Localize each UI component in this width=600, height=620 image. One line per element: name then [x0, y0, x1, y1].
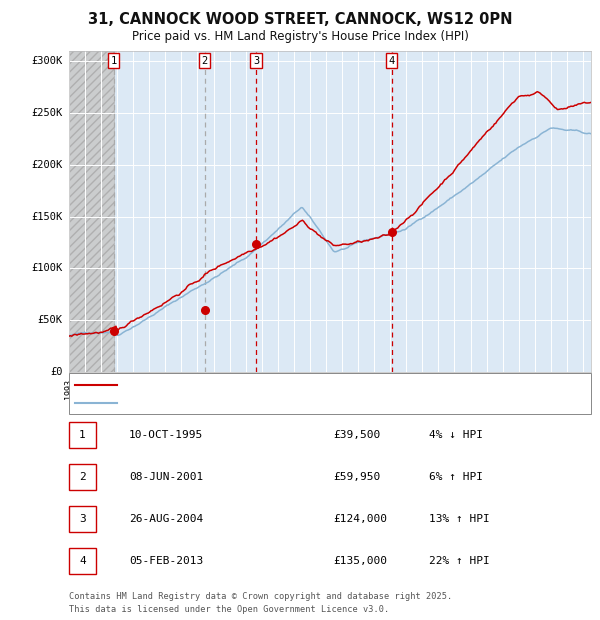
Text: 13% ↑ HPI: 13% ↑ HPI [429, 514, 490, 524]
Text: 2001: 2001 [193, 379, 202, 399]
Text: 10-OCT-1995: 10-OCT-1995 [129, 430, 203, 440]
Text: 31, CANNOCK WOOD STREET, CANNOCK, WS12 0PN: 31, CANNOCK WOOD STREET, CANNOCK, WS12 0… [88, 12, 512, 27]
Text: £250K: £250K [31, 108, 63, 118]
Text: £200K: £200K [31, 160, 63, 170]
Text: Price paid vs. HM Land Registry's House Price Index (HPI): Price paid vs. HM Land Registry's House … [131, 30, 469, 43]
Text: 22% ↑ HPI: 22% ↑ HPI [429, 556, 490, 565]
Text: £0: £0 [50, 367, 63, 377]
Text: 2021: 2021 [514, 379, 523, 399]
Text: 2004: 2004 [241, 379, 250, 399]
Text: 2019: 2019 [482, 379, 491, 399]
Text: 2015: 2015 [418, 379, 427, 399]
Text: 3: 3 [253, 56, 259, 66]
Text: £124,000: £124,000 [333, 514, 387, 524]
Text: 2010: 2010 [338, 379, 347, 399]
Text: 2009: 2009 [322, 379, 331, 399]
Text: HPI: Average price, semi-detached house, Cannock Chase: HPI: Average price, semi-detached house,… [123, 397, 440, 408]
Text: 2008: 2008 [305, 379, 314, 399]
Text: £100K: £100K [31, 264, 63, 273]
Text: £135,000: £135,000 [333, 556, 387, 565]
Text: 2007: 2007 [289, 379, 298, 399]
Text: 1997: 1997 [129, 379, 138, 399]
Text: 2012: 2012 [370, 379, 379, 399]
Text: 2023: 2023 [547, 379, 556, 399]
Text: 2002: 2002 [209, 379, 218, 399]
Text: 2: 2 [202, 56, 208, 66]
Text: 2024: 2024 [562, 379, 571, 399]
Text: 4: 4 [389, 56, 395, 66]
Text: 4: 4 [79, 556, 86, 565]
Text: £59,950: £59,950 [333, 472, 380, 482]
Text: 1994: 1994 [80, 379, 89, 399]
Text: 1996: 1996 [113, 379, 122, 399]
Text: 2000: 2000 [177, 379, 186, 399]
Text: 2003: 2003 [225, 379, 234, 399]
Text: 1998: 1998 [145, 379, 154, 399]
Text: This data is licensed under the Open Government Licence v3.0.: This data is licensed under the Open Gov… [69, 604, 389, 614]
Text: 2022: 2022 [530, 379, 539, 399]
Text: £50K: £50K [38, 315, 63, 326]
Text: 2018: 2018 [466, 379, 475, 399]
Text: 4% ↓ HPI: 4% ↓ HPI [429, 430, 483, 440]
Text: 2: 2 [79, 472, 86, 482]
Text: 26-AUG-2004: 26-AUG-2004 [129, 514, 203, 524]
Text: 31, CANNOCK WOOD STREET, CANNOCK, WS12 0PN (semi-detached house): 31, CANNOCK WOOD STREET, CANNOCK, WS12 0… [123, 379, 499, 390]
Text: 08-JUN-2001: 08-JUN-2001 [129, 472, 203, 482]
Text: 2017: 2017 [450, 379, 459, 399]
Text: 2005: 2005 [257, 379, 266, 399]
Text: 2014: 2014 [402, 379, 411, 399]
Text: 1: 1 [79, 430, 86, 440]
Text: 1999: 1999 [161, 379, 170, 399]
Text: £150K: £150K [31, 211, 63, 221]
Bar [69, 51, 113, 372]
Text: 05-FEB-2013: 05-FEB-2013 [129, 556, 203, 565]
Text: 2025: 2025 [578, 379, 587, 399]
Text: 1993: 1993 [64, 379, 73, 399]
Text: 2013: 2013 [386, 379, 395, 399]
Text: £300K: £300K [31, 56, 63, 66]
Text: 1995: 1995 [97, 379, 106, 399]
Text: 1: 1 [110, 56, 117, 66]
Text: 3: 3 [79, 514, 86, 524]
Text: 2006: 2006 [273, 379, 282, 399]
Text: 6% ↑ HPI: 6% ↑ HPI [429, 472, 483, 482]
Text: £39,500: £39,500 [333, 430, 380, 440]
Text: 2020: 2020 [498, 379, 507, 399]
Text: 2011: 2011 [353, 379, 362, 399]
Text: Contains HM Land Registry data © Crown copyright and database right 2025.: Contains HM Land Registry data © Crown c… [69, 592, 452, 601]
Text: 2016: 2016 [434, 379, 443, 399]
